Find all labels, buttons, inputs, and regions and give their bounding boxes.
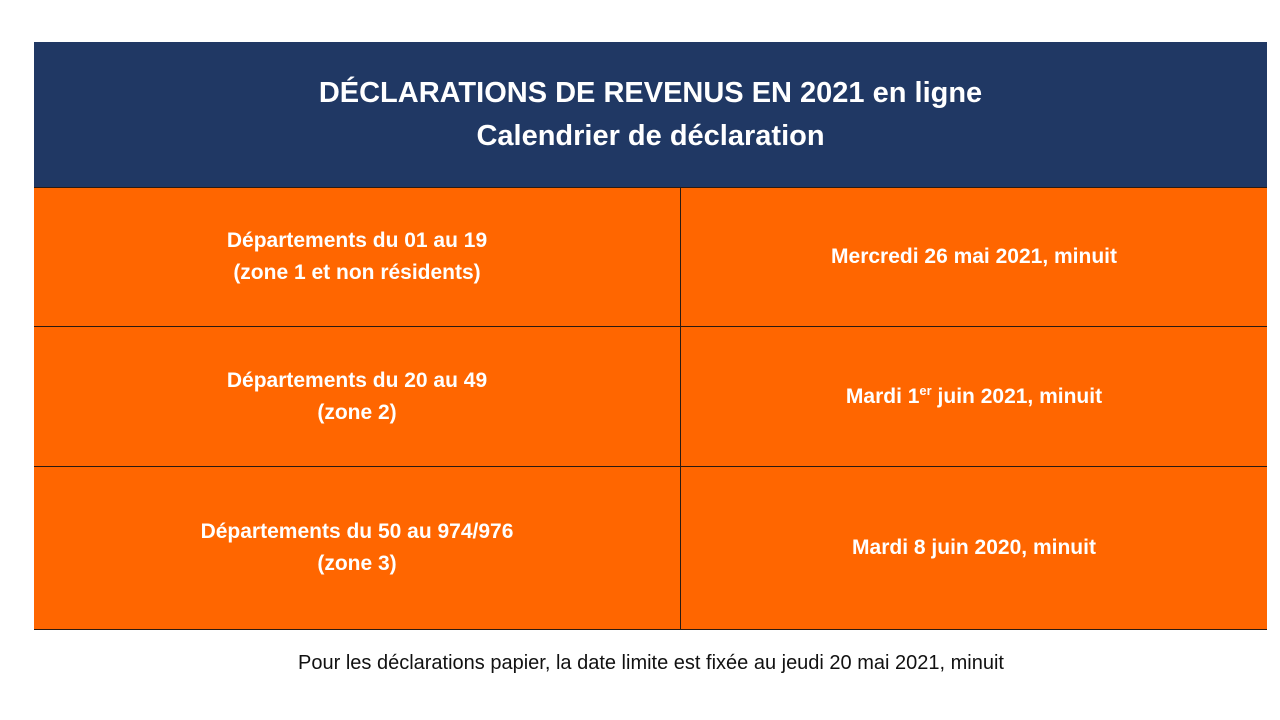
paper-declaration-note: Pour les déclarations papier, la date li… [298,652,1004,674]
deadline-cell: Mercredi 26 mai 2021, minuit [681,188,1267,326]
zone-cell: Départements du 01 au 19 (zone 1 et non … [34,188,681,326]
zone-label: (zone 1 et non résidents) [233,261,481,284]
deadline-date: Mardi 8 juin 2020, minuit [852,536,1096,559]
header-subtitle: Calendrier de déclaration [476,119,825,152]
zone-label: (zone 3) [317,552,397,575]
deadline-cell: Mardi 1er juin 2021, minuit [681,327,1267,466]
table-header: DÉCLARATIONS DE REVENUS EN 2021 en ligne… [34,42,1267,187]
table-row-zone-2: Départements du 20 au 49 (zone 2) Mardi … [34,326,1267,466]
deadline-cell: Mardi 8 juin 2020, minuit [681,467,1267,629]
zone-departments: Départements du 50 au 974/976 [200,520,514,543]
table-row-zone-3: Départements du 50 au 974/976 (zone 3) M… [34,466,1267,630]
zone-cell: Départements du 20 au 49 (zone 2) [34,327,681,466]
header-title: DÉCLARATIONS DE REVENUS EN 2021 en ligne [318,76,983,109]
table-row-zone-1: Départements du 01 au 19 (zone 1 et non … [34,187,1267,326]
zone-departments: Départements du 20 au 49 [226,368,488,392]
declaration-calendar-table: DÉCLARATIONS DE REVENUS EN 2021 en ligne… [34,42,1267,630]
ordinal-superscript: er [919,382,932,398]
deadline-date: Mardi 1er juin 2021, minuit [845,382,1103,408]
zone-label: (zone 2) [317,400,397,424]
zone-cell: Départements du 50 au 974/976 (zone 3) [34,467,681,629]
deadline-date: Mercredi 26 mai 2021, minuit [831,245,1117,268]
zone-departments: Départements du 01 au 19 [226,229,488,252]
